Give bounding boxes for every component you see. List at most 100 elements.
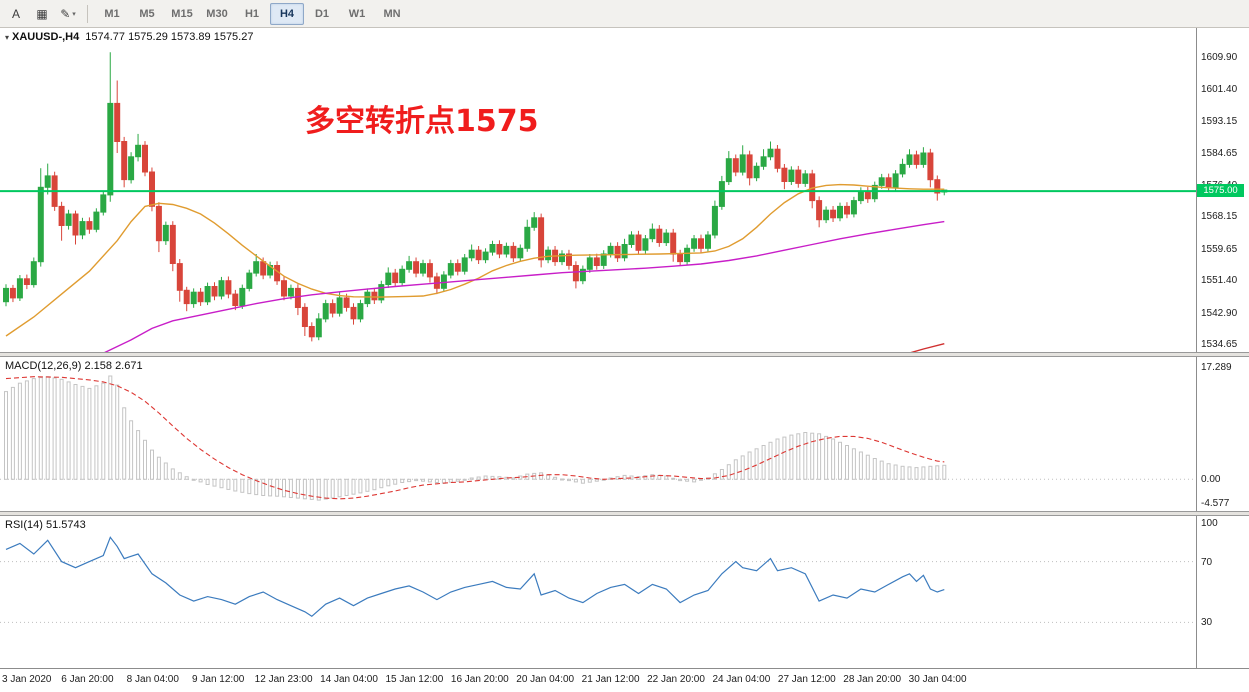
chart-annotation-text[interactable]: 多空转折点1575 xyxy=(305,104,539,139)
macd-histogram-bar xyxy=(372,478,377,491)
candle-body-up xyxy=(239,287,246,307)
candle-body-up xyxy=(357,303,364,320)
candle-body-down xyxy=(413,261,420,274)
macd-histogram-bar xyxy=(101,382,106,480)
macd-indicator-name: MACD(12,26,9) xyxy=(5,360,82,372)
time-axis-label: 21 Jan 12:00 xyxy=(581,674,640,685)
text-tool-button[interactable]: A xyxy=(11,6,20,21)
timeframe-button-mn[interactable]: MN xyxy=(383,7,401,20)
macd-histogram-bar xyxy=(838,441,842,480)
candle-body-up xyxy=(823,209,830,221)
time-axis-label: 14 Jan 04:00 xyxy=(320,674,378,685)
timeframe-button-h4[interactable]: H4 xyxy=(270,2,304,25)
candle-body-up xyxy=(406,261,413,270)
candle-body-up xyxy=(336,297,343,314)
candle-body-down xyxy=(635,234,642,251)
macd-histogram-bar xyxy=(865,454,870,480)
timeframe-button-m5[interactable]: M5 xyxy=(139,7,155,20)
macd-histogram-bar xyxy=(643,475,648,480)
time-axis[interactable]: 3 Jan 2020 6 Jan 20:00 8 Jan 04:00 9 Jan 12… xyxy=(0,668,1249,692)
macd-histogram-bar xyxy=(560,478,564,481)
macd-histogram-bar xyxy=(434,478,439,484)
candle-body-down xyxy=(114,102,121,142)
candle-body-up xyxy=(753,165,760,179)
macd-histogram-bar xyxy=(351,478,356,495)
candle-body-down xyxy=(426,263,433,278)
main-chart-canvas[interactable] xyxy=(0,28,1196,352)
macd-histogram-bar xyxy=(712,473,717,480)
time-axis-label: 15 Jan 12:00 xyxy=(385,674,444,685)
price-axis-label: 1584.65 xyxy=(1201,148,1238,160)
candle-body-down xyxy=(496,244,503,255)
macd-histogram-bar xyxy=(330,478,335,499)
panel-divider[interactable] xyxy=(0,511,1249,516)
candle-body-up xyxy=(461,257,468,272)
timeframe-button-m1[interactable]: M1 xyxy=(104,7,120,20)
macd-histogram-bar xyxy=(775,438,780,480)
time-axis-label: 22 Jan 20:00 xyxy=(647,674,705,685)
macd-histogram-bar xyxy=(511,477,516,480)
macd-histogram-bar xyxy=(594,478,599,482)
candle-body-down xyxy=(864,190,871,200)
candle-body-up xyxy=(711,205,718,236)
macd-histogram-bar xyxy=(302,478,307,500)
macd-histogram-bar xyxy=(810,432,815,480)
macd-histogram-bar xyxy=(893,464,898,480)
timeframe-button-m15[interactable]: M15 xyxy=(171,7,193,20)
price-axis-label: 1559.65 xyxy=(1201,243,1238,255)
macd-histogram-bar xyxy=(191,478,196,481)
candle-body-up xyxy=(204,286,211,303)
macd-histogram-bar xyxy=(719,469,724,480)
macd-histogram-bar xyxy=(316,478,321,501)
candle-body-down xyxy=(816,200,823,221)
candle-body-down xyxy=(475,249,482,261)
candle-body-down xyxy=(795,169,802,184)
candle-body-down xyxy=(614,245,621,259)
macd-histogram-bar xyxy=(539,472,544,480)
draw-tool-button[interactable]: ✎ ▾ xyxy=(60,6,76,21)
macd-histogram-bar xyxy=(817,433,822,480)
candle-body-up xyxy=(649,228,656,240)
macd-histogram-bar xyxy=(789,434,794,480)
timeframe-button-w1[interactable]: W1 xyxy=(348,7,366,20)
candle-body-down xyxy=(593,257,600,266)
timeframe-button-h1[interactable]: H1 xyxy=(244,7,260,20)
candle-body-down xyxy=(86,221,93,230)
macd-histogram-bar xyxy=(136,430,141,480)
candle-body-up xyxy=(628,234,635,245)
macd-histogram-bar xyxy=(386,478,391,487)
macd-axis-label: 0.00 xyxy=(1201,474,1221,486)
panel-divider[interactable] xyxy=(0,352,1249,357)
macd-histogram-bar xyxy=(573,478,578,483)
macd-histogram-bar xyxy=(219,478,224,489)
macd-axis-label: 17.289 xyxy=(1201,362,1232,373)
rsi-canvas[interactable] xyxy=(0,516,1196,668)
candle-body-up xyxy=(663,232,670,244)
macd-histogram-bar xyxy=(476,476,481,480)
candle-body-down xyxy=(58,205,65,226)
timeframe-button-m30[interactable]: M30 xyxy=(206,7,228,20)
rsi-indicator-name: RSI(14) xyxy=(5,519,43,531)
candle-body-up xyxy=(246,272,253,289)
macd-histogram-bar xyxy=(163,462,168,480)
price-axis-label: 1568.15 xyxy=(1201,211,1238,223)
candle-body-up xyxy=(802,173,809,184)
macd-canvas[interactable] xyxy=(0,357,1196,511)
candle-body-up xyxy=(920,152,927,165)
candle-body-up xyxy=(482,251,489,261)
chart-objects-button[interactable]: ▦ xyxy=(36,6,48,21)
hline-price-badge: 1575.00 xyxy=(1197,184,1244,198)
macd-histogram-bar xyxy=(650,474,655,480)
macd-histogram-bar xyxy=(247,478,252,495)
candle-body-up xyxy=(837,205,843,219)
macd-histogram-bar xyxy=(156,456,161,480)
price-axis[interactable]: 1609.901601.401593.151584.651576.401568.… xyxy=(1196,28,1249,692)
candle-body-down xyxy=(670,232,677,255)
candle-body-up xyxy=(468,249,475,259)
macd-signal-line xyxy=(5,376,945,500)
macd-histogram-bar xyxy=(462,478,467,481)
symbol-marker-icon: ▾ xyxy=(5,33,10,42)
macd-histogram-bar xyxy=(87,387,92,480)
timeframe-button-d1[interactable]: D1 xyxy=(314,7,330,20)
macd-histogram-bar xyxy=(282,478,286,498)
